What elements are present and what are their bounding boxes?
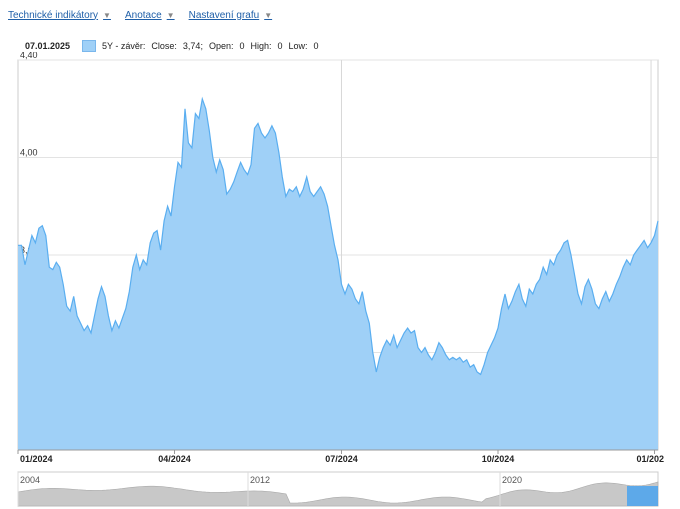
annotations-label: Anotace — [124, 9, 162, 21]
y-tick-label: 4,40 — [20, 52, 38, 60]
navigator-year-label: 2020 — [502, 475, 522, 485]
chart-settings-menu[interactable]: Nastavení grafu ▼ — [189, 8, 273, 22]
navigator-area — [17, 481, 659, 507]
legend-series-label: 5Y - závěr: — [102, 41, 146, 51]
navigator-chart[interactable]: 2004 2012 2020 — [0, 470, 680, 509]
navigator-year-label: 2004 — [20, 475, 40, 485]
legend-high-value: 0 — [277, 41, 283, 51]
annotations-menu[interactable]: Anotace ▼ — [125, 8, 175, 22]
chevron-down-icon: ▼ — [103, 10, 111, 20]
x-tick-label: 04/2024 — [158, 454, 191, 464]
legend-low-value: 0 — [313, 41, 319, 51]
navigator-year-label: 2012 — [250, 475, 270, 485]
x-tick-label: 01/202 — [637, 454, 665, 464]
x-tick-label: 07/2024 — [325, 454, 358, 464]
chart-legend: 07.01.2025 5Y - závěr: Close: 3,74; Open… — [25, 39, 319, 53]
legend-low-label: Low: — [288, 41, 308, 51]
legend-close-label: Close: — [151, 41, 177, 51]
series-area — [18, 99, 658, 450]
legend-swatch — [82, 40, 97, 52]
legend-high-label: High: — [250, 41, 272, 51]
main-chart[interactable]: 4,404,003,603,202,8001/202404/202407/202… — [0, 52, 680, 468]
chart-settings-label: Nastavení grafu — [188, 9, 260, 21]
x-tick-label: 10/2024 — [482, 454, 515, 464]
legend-open-label: Open: — [208, 41, 234, 51]
chevron-down-icon: ▼ — [264, 10, 273, 20]
y-tick-label: 4,00 — [20, 148, 38, 158]
legend-close-value: 3,74; — [182, 41, 203, 51]
chevron-down-icon: ▼ — [166, 10, 175, 20]
legend-date: 07.01.2025 — [25, 41, 71, 51]
series-line — [18, 96, 659, 376]
chart-toolbar: Technické indikátory ▼ Anotace ▼ Nastave… — [8, 8, 272, 22]
legend-open-value: 0 — [239, 41, 245, 51]
technical-indicators-menu[interactable]: Technické indikátory ▼ — [8, 8, 111, 22]
x-tick-label: 01/2024 — [20, 454, 53, 464]
technical-indicators-label: Technické indikátory — [8, 9, 99, 21]
navigator-selection — [627, 486, 658, 506]
